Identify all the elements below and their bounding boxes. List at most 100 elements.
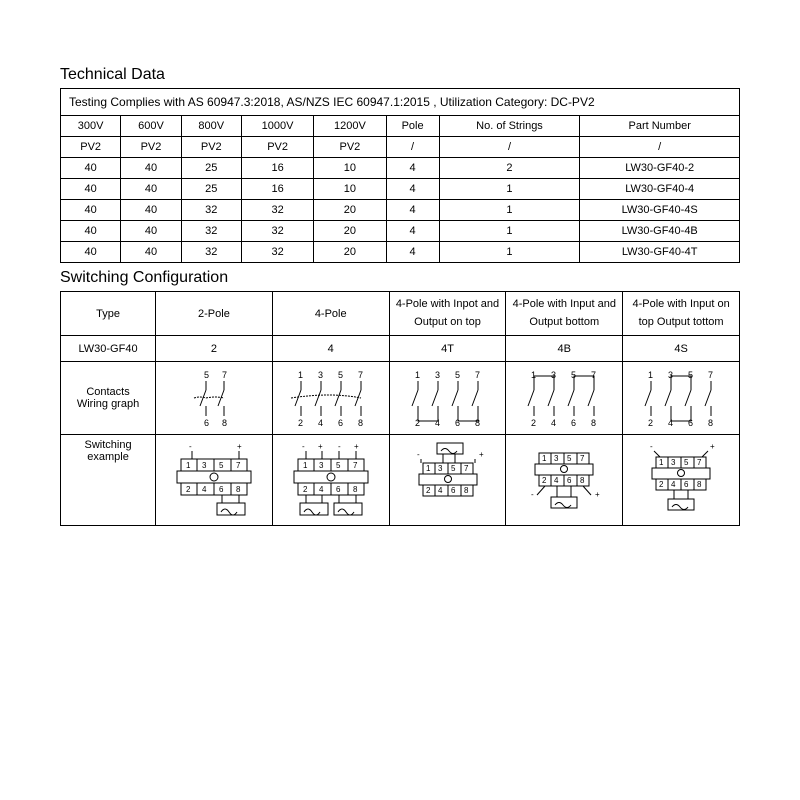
svg-text:4: 4 — [318, 418, 323, 428]
svg-text:1: 1 — [186, 461, 191, 470]
svg-text:4: 4 — [551, 418, 556, 428]
table-row: LW30-GF40 2 4 4T 4B 4S — [61, 336, 740, 362]
example-diagram-4s: -+ 1357 2468 — [623, 435, 740, 526]
table-row: 404032322041LW30-GF40-4B — [61, 221, 740, 242]
svg-text:4: 4 — [554, 476, 559, 485]
svg-text:+: + — [710, 442, 715, 451]
table-row: Type 2-Pole 4-Pole 4-Pole with Inpot and… — [61, 292, 740, 336]
wiring-diagram-4b: 1 3 5 7 2 4 6 8 — [506, 362, 623, 435]
svg-text:6: 6 — [336, 485, 341, 494]
svg-text:-: - — [531, 490, 534, 499]
tech-header: 600V — [121, 116, 181, 137]
svg-text:7: 7 — [353, 461, 358, 470]
svg-text:1: 1 — [659, 458, 664, 467]
svg-text:6: 6 — [571, 418, 576, 428]
table-row: 404025161042LW30-GF40-2 — [61, 158, 740, 179]
table-row: Switching example -+ 1357 2468 — [61, 435, 740, 526]
svg-text:2: 2 — [648, 418, 653, 428]
svg-text:2: 2 — [542, 476, 547, 485]
svg-text:8: 8 — [464, 486, 469, 495]
example-diagram-4pole: -+ -+ 1357 2468 — [272, 435, 389, 526]
svg-text:2: 2 — [659, 480, 664, 489]
svg-text:2: 2 — [298, 418, 303, 428]
svg-text:2: 2 — [303, 485, 308, 494]
wiring-svg-icon: 1 3 5 7 2 4 6 8 — [276, 366, 386, 430]
svg-text:8: 8 — [697, 480, 702, 489]
svg-text:-: - — [302, 442, 305, 451]
svg-text:5: 5 — [455, 370, 460, 380]
svg-text:6: 6 — [567, 476, 572, 485]
svg-text:+: + — [479, 450, 484, 459]
svg-text:3: 3 — [438, 464, 443, 473]
svg-text:3: 3 — [318, 370, 323, 380]
svg-text:4: 4 — [671, 480, 676, 489]
svg-text:2: 2 — [426, 486, 431, 495]
svg-text:5: 5 — [451, 464, 456, 473]
tech-header: 1200V — [314, 116, 386, 137]
wiring-diagram-4s: 1 3 5 7 2 4 6 8 — [623, 362, 740, 435]
svg-text:6: 6 — [219, 485, 224, 494]
svg-text:7: 7 — [580, 454, 585, 463]
tech-header-row: 300V 600V 800V 1000V 1200V Pole No. of S… — [61, 116, 740, 137]
tech-header: No. of Strings — [439, 116, 580, 137]
svg-text:1: 1 — [298, 370, 303, 380]
tech-header: Pole — [386, 116, 439, 137]
svg-text:8: 8 — [222, 418, 227, 428]
table-row: Contacts Wiring graph 5 7 6 8 — [61, 362, 740, 435]
svg-text:6: 6 — [338, 418, 343, 428]
svg-text:2: 2 — [415, 418, 420, 428]
svg-text:5: 5 — [338, 370, 343, 380]
svg-text:-: - — [338, 442, 341, 451]
wiring-svg-icon: 1 3 5 7 2 4 6 8 — [626, 366, 736, 430]
table-row: 404032322041LW30-GF40-4S — [61, 200, 740, 221]
svg-text:6: 6 — [688, 418, 693, 428]
switching-config-table: Type 2-Pole 4-Pole 4-Pole with Inpot and… — [60, 291, 740, 526]
table-row: 404025161041LW30-GF40-4 — [61, 179, 740, 200]
code-label: LW30-GF40 — [61, 336, 156, 362]
svg-text:7: 7 — [475, 370, 480, 380]
svg-text:-: - — [417, 450, 420, 459]
svg-text:5: 5 — [684, 458, 689, 467]
example-diagram-4t: - + 1357 2468 — [389, 435, 506, 526]
example-svg-icon: - + 1357 2468 — [393, 439, 503, 521]
svg-text:+: + — [318, 442, 323, 451]
svg-text:+: + — [595, 490, 600, 499]
type-label: Type — [61, 292, 156, 336]
svg-text:8: 8 — [580, 476, 585, 485]
svg-text:7: 7 — [697, 458, 702, 467]
svg-text:6: 6 — [451, 486, 456, 495]
svg-text:4: 4 — [202, 485, 207, 494]
tech-header: 1000V — [241, 116, 313, 137]
wiring-svg-icon: 5 7 6 8 — [164, 366, 264, 430]
svg-text:4: 4 — [435, 418, 440, 428]
svg-text:1: 1 — [542, 454, 547, 463]
svg-text:3: 3 — [554, 454, 559, 463]
switching-config-title: Switching Configuration — [60, 269, 740, 287]
tech-header: 800V — [181, 116, 241, 137]
svg-text:7: 7 — [708, 370, 713, 380]
svg-text:8: 8 — [353, 485, 358, 494]
svg-text:8: 8 — [236, 485, 241, 494]
example-diagram-4b: 1357 2468 - + — [506, 435, 623, 526]
svg-text:3: 3 — [319, 461, 324, 470]
table-row: 404032322041LW30-GF40-4T — [61, 242, 740, 263]
svg-text:8: 8 — [358, 418, 363, 428]
example-diagram-2pole: -+ 1357 2468 — [156, 435, 273, 526]
svg-text:1: 1 — [415, 370, 420, 380]
svg-text:6: 6 — [204, 418, 209, 428]
svg-text:5: 5 — [567, 454, 572, 463]
wiring-diagram-2pole: 5 7 6 8 — [156, 362, 273, 435]
svg-text:7: 7 — [464, 464, 469, 473]
svg-text:3: 3 — [435, 370, 440, 380]
svg-text:1: 1 — [426, 464, 431, 473]
wiring-diagram-4t: 1 3 5 7 2 4 6 8 — [389, 362, 506, 435]
svg-text:5: 5 — [336, 461, 341, 470]
svg-text:8: 8 — [708, 418, 713, 428]
svg-text:7: 7 — [222, 370, 227, 380]
example-svg-icon: -+ -+ 1357 2468 — [276, 439, 386, 521]
svg-text:4: 4 — [438, 486, 443, 495]
tech-header: 300V — [61, 116, 121, 137]
wiring-svg-icon: 1 3 5 7 2 4 6 8 — [393, 366, 503, 430]
technical-data-table: Testing Complies with AS 60947.3:2018, A… — [60, 88, 740, 263]
svg-text:6: 6 — [684, 480, 689, 489]
